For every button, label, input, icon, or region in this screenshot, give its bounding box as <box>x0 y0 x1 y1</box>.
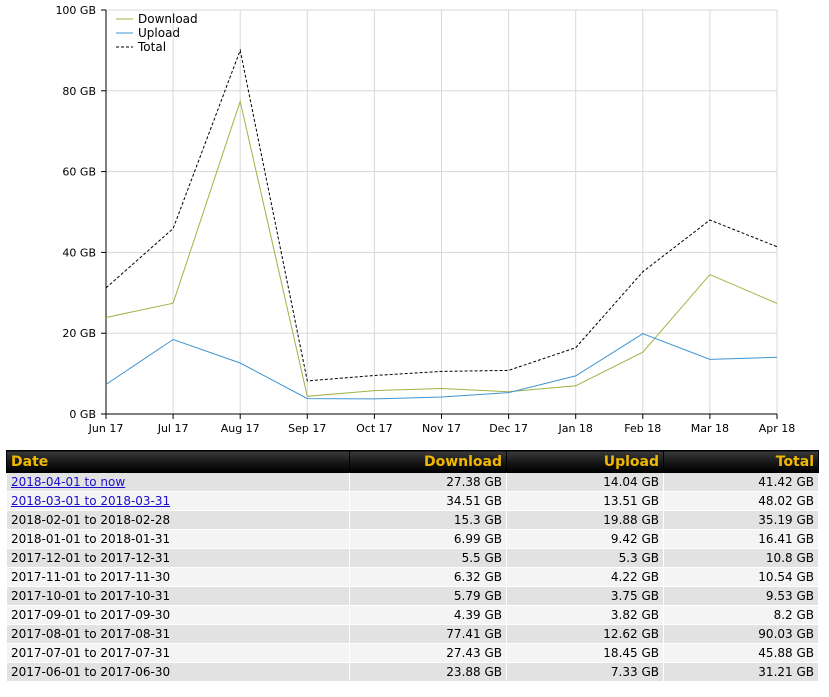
chart-series <box>105 48 778 400</box>
legend-label-upload: Upload <box>138 26 180 40</box>
download-cell: 23.88 GB <box>349 662 507 682</box>
table-row: 2018-03-01 to 2018-03-31 34.51 GB 13.51 GB… <box>6 491 819 511</box>
date-cell: 2018-03-01 to 2018-03-31 <box>6 491 350 511</box>
upload-series-line <box>105 333 778 400</box>
bandwidth-chart: 0 GB 20 GB 40 GB 60 GB 80 GB 100 GB Jun 17 Jul… <box>55 4 796 435</box>
y-tick-label: 80 GB <box>62 85 96 98</box>
upload-cell: 13.51 GB <box>506 491 664 511</box>
date-cell: 2017-07-01 to 2017-07-31 <box>6 643 350 663</box>
x-axis: Jun 17 Jul 17 Aug 17 Sep 17 Oct 17 Nov 17 Dec … <box>88 413 796 435</box>
total-column-header: Total <box>663 450 819 473</box>
total-cell: 10.8 GB <box>663 548 819 568</box>
total-cell: 41.42 GB <box>663 472 819 492</box>
table-row: 2018-01-01 to 2018-01-31 6.99 GB 9.42 GB 16… <box>6 529 819 549</box>
date-cell: 2018-02-01 to 2018-02-28 <box>6 510 350 530</box>
x-tick-label: Sep 17 <box>288 422 326 435</box>
download-cell: 15.3 GB <box>349 510 507 530</box>
total-cell: 31.21 GB <box>663 662 819 682</box>
total-cell: 10.54 GB <box>663 567 819 587</box>
date-column-header: Date <box>6 450 350 473</box>
chart-grid <box>105 9 778 415</box>
x-tick-label: Mar 18 <box>691 422 729 435</box>
upload-cell: 19.88 GB <box>506 510 664 530</box>
date-cell: 2018-04-01 to now <box>6 472 350 492</box>
y-tick-label: 40 GB <box>62 246 96 259</box>
upload-cell: 14.04 GB <box>506 472 664 492</box>
download-series-line <box>105 99 778 397</box>
date-cell: 2018-01-01 to 2018-01-31 <box>6 529 350 549</box>
total-cell: 48.02 GB <box>663 491 819 511</box>
x-tick-label: Jan 18 <box>557 422 592 435</box>
upload-cell: 4.22 GB <box>506 567 664 587</box>
date-cell: 2017-09-01 to 2017-09-30 <box>6 605 350 625</box>
legend-label-download: Download <box>138 12 198 26</box>
table-row: 2018-02-01 to 2018-02-28 15.3 GB 19.88 GB 3… <box>6 510 819 530</box>
date-cell: 2017-06-01 to 2017-06-30 <box>6 662 350 682</box>
download-cell: 34.51 GB <box>349 491 507 511</box>
total-cell: 16.41 GB <box>663 529 819 549</box>
usage-table: Date Download Upload Total 2018-04-01 to… <box>6 450 819 682</box>
total-series-line <box>105 48 778 382</box>
download-cell: 77.41 GB <box>349 624 507 644</box>
download-cell: 5.79 GB <box>349 586 507 606</box>
total-cell: 35.19 GB <box>663 510 819 530</box>
download-cell: 6.99 GB <box>349 529 507 549</box>
upload-cell: 5.3 GB <box>506 548 664 568</box>
upload-cell: 12.62 GB <box>506 624 664 644</box>
upload-cell: 18.45 GB <box>506 643 664 663</box>
upload-column-header: Upload <box>506 450 664 473</box>
table-row: 2017-11-01 to 2017-11-30 6.32 GB 4.22 GB 10… <box>6 567 819 587</box>
download-cell: 4.39 GB <box>349 605 507 625</box>
date-range-link[interactable]: 2018-04-01 to now <box>11 475 126 489</box>
y-tick-label: 60 GB <box>62 166 96 179</box>
download-cell: 27.43 GB <box>349 643 507 663</box>
upload-cell: 3.82 GB <box>506 605 664 625</box>
table-row: 2018-04-01 to now 27.38 GB 14.04 GB 41.42 G… <box>6 472 819 492</box>
x-tick-label: Jul 17 <box>157 422 189 435</box>
date-range-link[interactable]: 2018-03-01 to 2018-03-31 <box>11 494 171 508</box>
download-cell: 5.5 GB <box>349 548 507 568</box>
download-column-header: Download <box>349 450 507 473</box>
x-tick-label: Aug 17 <box>221 422 260 435</box>
table-body: 2018-04-01 to now 27.38 GB 14.04 GB 41.42 G… <box>6 472 819 682</box>
table-row: 2017-09-01 to 2017-09-30 4.39 GB 3.82 GB 8.… <box>6 605 819 625</box>
total-cell: 9.53 GB <box>663 586 819 606</box>
download-cell: 27.38 GB <box>349 472 507 492</box>
upload-cell: 9.42 GB <box>506 529 664 549</box>
total-cell: 90.03 GB <box>663 624 819 644</box>
date-cell: 2017-10-01 to 2017-10-31 <box>6 586 350 606</box>
x-tick-label: Apr 18 <box>759 422 796 435</box>
x-tick-label: Jun 17 <box>88 422 124 435</box>
y-tick-label: 20 GB <box>62 327 96 340</box>
total-cell: 8.2 GB <box>663 605 819 625</box>
y-tick-label: 0 GB <box>69 408 96 421</box>
x-tick-label: Nov 17 <box>422 422 461 435</box>
table-row: 2017-06-01 to 2017-06-30 23.88 GB 7.33 GB 3… <box>6 662 819 682</box>
table-row: 2017-12-01 to 2017-12-31 5.5 GB 5.3 GB 10.8… <box>6 548 819 568</box>
x-tick-label: Feb 18 <box>624 422 661 435</box>
table-row: 2017-07-01 to 2017-07-31 27.43 GB 18.45 GB… <box>6 643 819 663</box>
table-row: 2017-08-01 to 2017-08-31 77.41 GB 12.62 GB… <box>6 624 819 644</box>
download-cell: 6.32 GB <box>349 567 507 587</box>
table-row: 2017-10-01 to 2017-10-31 5.79 GB 3.75 GB 9.… <box>6 586 819 606</box>
upload-cell: 3.75 GB <box>506 586 664 606</box>
date-cell: 2017-12-01 to 2017-12-31 <box>6 548 350 568</box>
x-tick-label: Dec 17 <box>489 422 528 435</box>
total-cell: 45.88 GB <box>663 643 819 663</box>
legend-label-total: Total <box>137 40 166 54</box>
date-cell: 2017-08-01 to 2017-08-31 <box>6 624 350 644</box>
upload-cell: 7.33 GB <box>506 662 664 682</box>
table-header-row: Date Download Upload Total <box>6 450 819 473</box>
x-tick-label: Oct 17 <box>356 422 393 435</box>
y-axis: 0 GB 20 GB 40 GB 60 GB 80 GB 100 GB <box>55 4 107 421</box>
date-cell: 2017-11-01 to 2017-11-30 <box>6 567 350 587</box>
y-tick-label: 100 GB <box>55 4 96 17</box>
